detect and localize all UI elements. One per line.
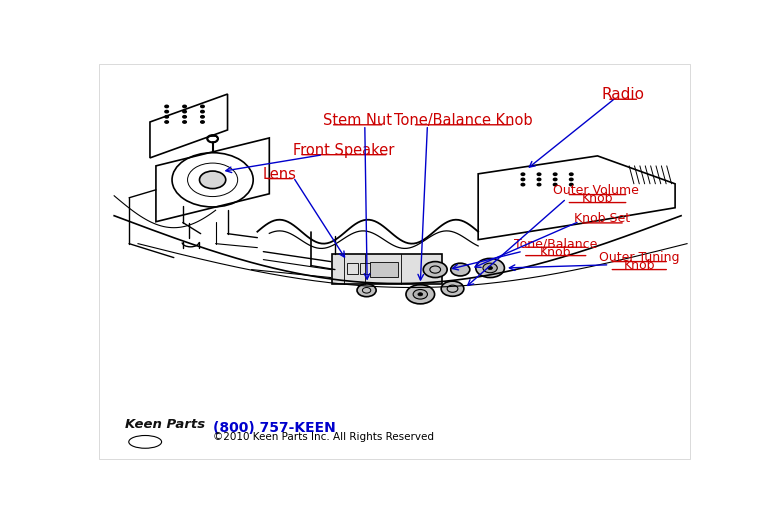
Circle shape xyxy=(165,121,169,123)
Circle shape xyxy=(521,178,524,181)
Circle shape xyxy=(201,105,204,108)
Circle shape xyxy=(537,173,541,176)
Bar xyxy=(360,263,371,275)
Circle shape xyxy=(182,105,186,108)
Text: Tone/Balance: Tone/Balance xyxy=(514,237,598,250)
Circle shape xyxy=(201,116,204,118)
Text: Knob Set: Knob Set xyxy=(574,212,631,225)
Circle shape xyxy=(418,293,423,296)
Circle shape xyxy=(201,121,204,123)
Circle shape xyxy=(441,281,464,296)
Circle shape xyxy=(165,116,169,118)
Circle shape xyxy=(521,183,524,186)
Text: Radio: Radio xyxy=(601,88,644,103)
Text: ©2010 Keen Parts Inc. All Rights Reserved: ©2010 Keen Parts Inc. All Rights Reserve… xyxy=(213,433,434,442)
Circle shape xyxy=(570,178,573,181)
Text: Outer Volume: Outer Volume xyxy=(553,184,642,197)
Circle shape xyxy=(182,116,186,118)
Circle shape xyxy=(413,290,427,299)
Bar xyxy=(370,262,398,277)
Bar xyxy=(332,254,442,283)
Bar xyxy=(346,263,357,275)
Text: (800) 757-KEEN: (800) 757-KEEN xyxy=(213,421,336,435)
Circle shape xyxy=(554,178,557,181)
Circle shape xyxy=(537,183,541,186)
Circle shape xyxy=(476,258,504,278)
Circle shape xyxy=(450,263,470,276)
Circle shape xyxy=(487,266,493,269)
Circle shape xyxy=(521,173,524,176)
Circle shape xyxy=(537,178,541,181)
Text: Tone/Balance Knob: Tone/Balance Knob xyxy=(394,113,533,128)
Circle shape xyxy=(182,121,186,123)
Circle shape xyxy=(406,285,434,304)
Circle shape xyxy=(165,105,169,108)
Text: Front Speaker: Front Speaker xyxy=(293,143,394,158)
Circle shape xyxy=(570,173,573,176)
Text: Knob: Knob xyxy=(540,246,571,258)
Text: Knob: Knob xyxy=(624,260,655,272)
Circle shape xyxy=(165,110,169,113)
Circle shape xyxy=(199,171,226,189)
Circle shape xyxy=(201,110,204,113)
Circle shape xyxy=(554,183,557,186)
Circle shape xyxy=(424,262,447,278)
Circle shape xyxy=(483,263,497,273)
Circle shape xyxy=(554,173,557,176)
Circle shape xyxy=(357,284,376,297)
Circle shape xyxy=(182,110,186,113)
Text: Keen Parts: Keen Parts xyxy=(125,419,205,431)
Text: Knob: Knob xyxy=(582,193,613,206)
Text: Lens: Lens xyxy=(263,167,297,182)
Circle shape xyxy=(570,183,573,186)
Text: Stem Nut: Stem Nut xyxy=(323,113,392,128)
Text: Outer Tuning: Outer Tuning xyxy=(599,251,680,264)
